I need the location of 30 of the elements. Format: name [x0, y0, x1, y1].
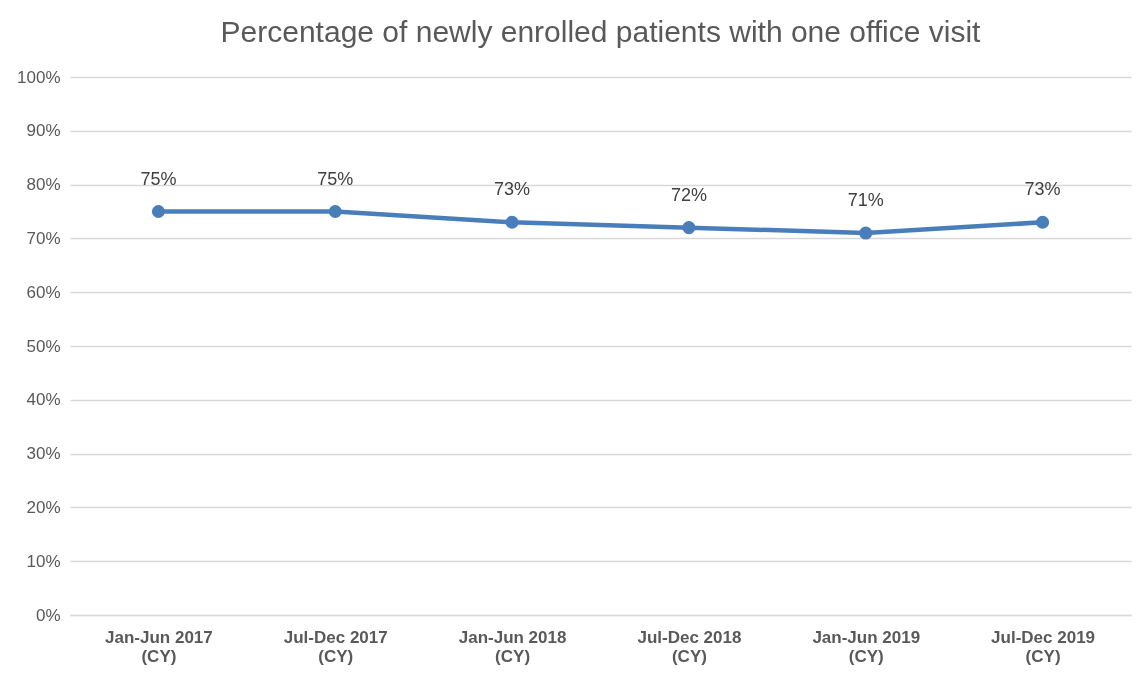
y-tick-label: 0%	[35, 605, 61, 625]
chart-title: Percentage of newly enrolled patients with one office visit	[220, 15, 982, 48]
data-label: 73%	[1024, 179, 1061, 200]
y-tick-label: 70%	[26, 228, 61, 248]
y-tick-label: 40%	[26, 390, 61, 410]
y-tick-label: 100%	[17, 67, 61, 87]
x-tick-label: Jul-Dec 2019 (CY)	[991, 627, 1096, 666]
point	[505, 215, 519, 229]
y-tick-label: 90%	[26, 121, 61, 141]
x-tick-label: Jan-Jun 2017 (CY)	[105, 627, 213, 666]
y-tick-label: 30%	[26, 444, 61, 464]
y-tick-label: 80%	[26, 175, 61, 195]
x-tick-label: Jan-Jun 2019 (CY)	[812, 627, 921, 666]
y-tick-label: 60%	[26, 282, 61, 302]
data-label: 72%	[670, 184, 707, 205]
point	[151, 204, 165, 219]
x-tick-label: Jul-Dec 2018 (CY)	[637, 627, 742, 666]
data-label: 73%	[494, 179, 531, 200]
y-tick-label: 10%	[26, 551, 61, 571]
point	[328, 204, 342, 219]
point	[682, 221, 696, 235]
data-label: 75%	[317, 168, 354, 189]
x-tick-label: Jan-Jun 2018 (CY)	[458, 627, 567, 666]
x-tick-label: Jul-Dec 2017 (CY)	[283, 627, 388, 666]
point	[859, 226, 873, 240]
point	[1036, 215, 1050, 229]
y-tick-label: 20%	[26, 497, 61, 517]
y-tick-label: 50%	[26, 336, 61, 356]
data-label: 71%	[847, 190, 884, 211]
data-label: 75%	[140, 168, 177, 189]
